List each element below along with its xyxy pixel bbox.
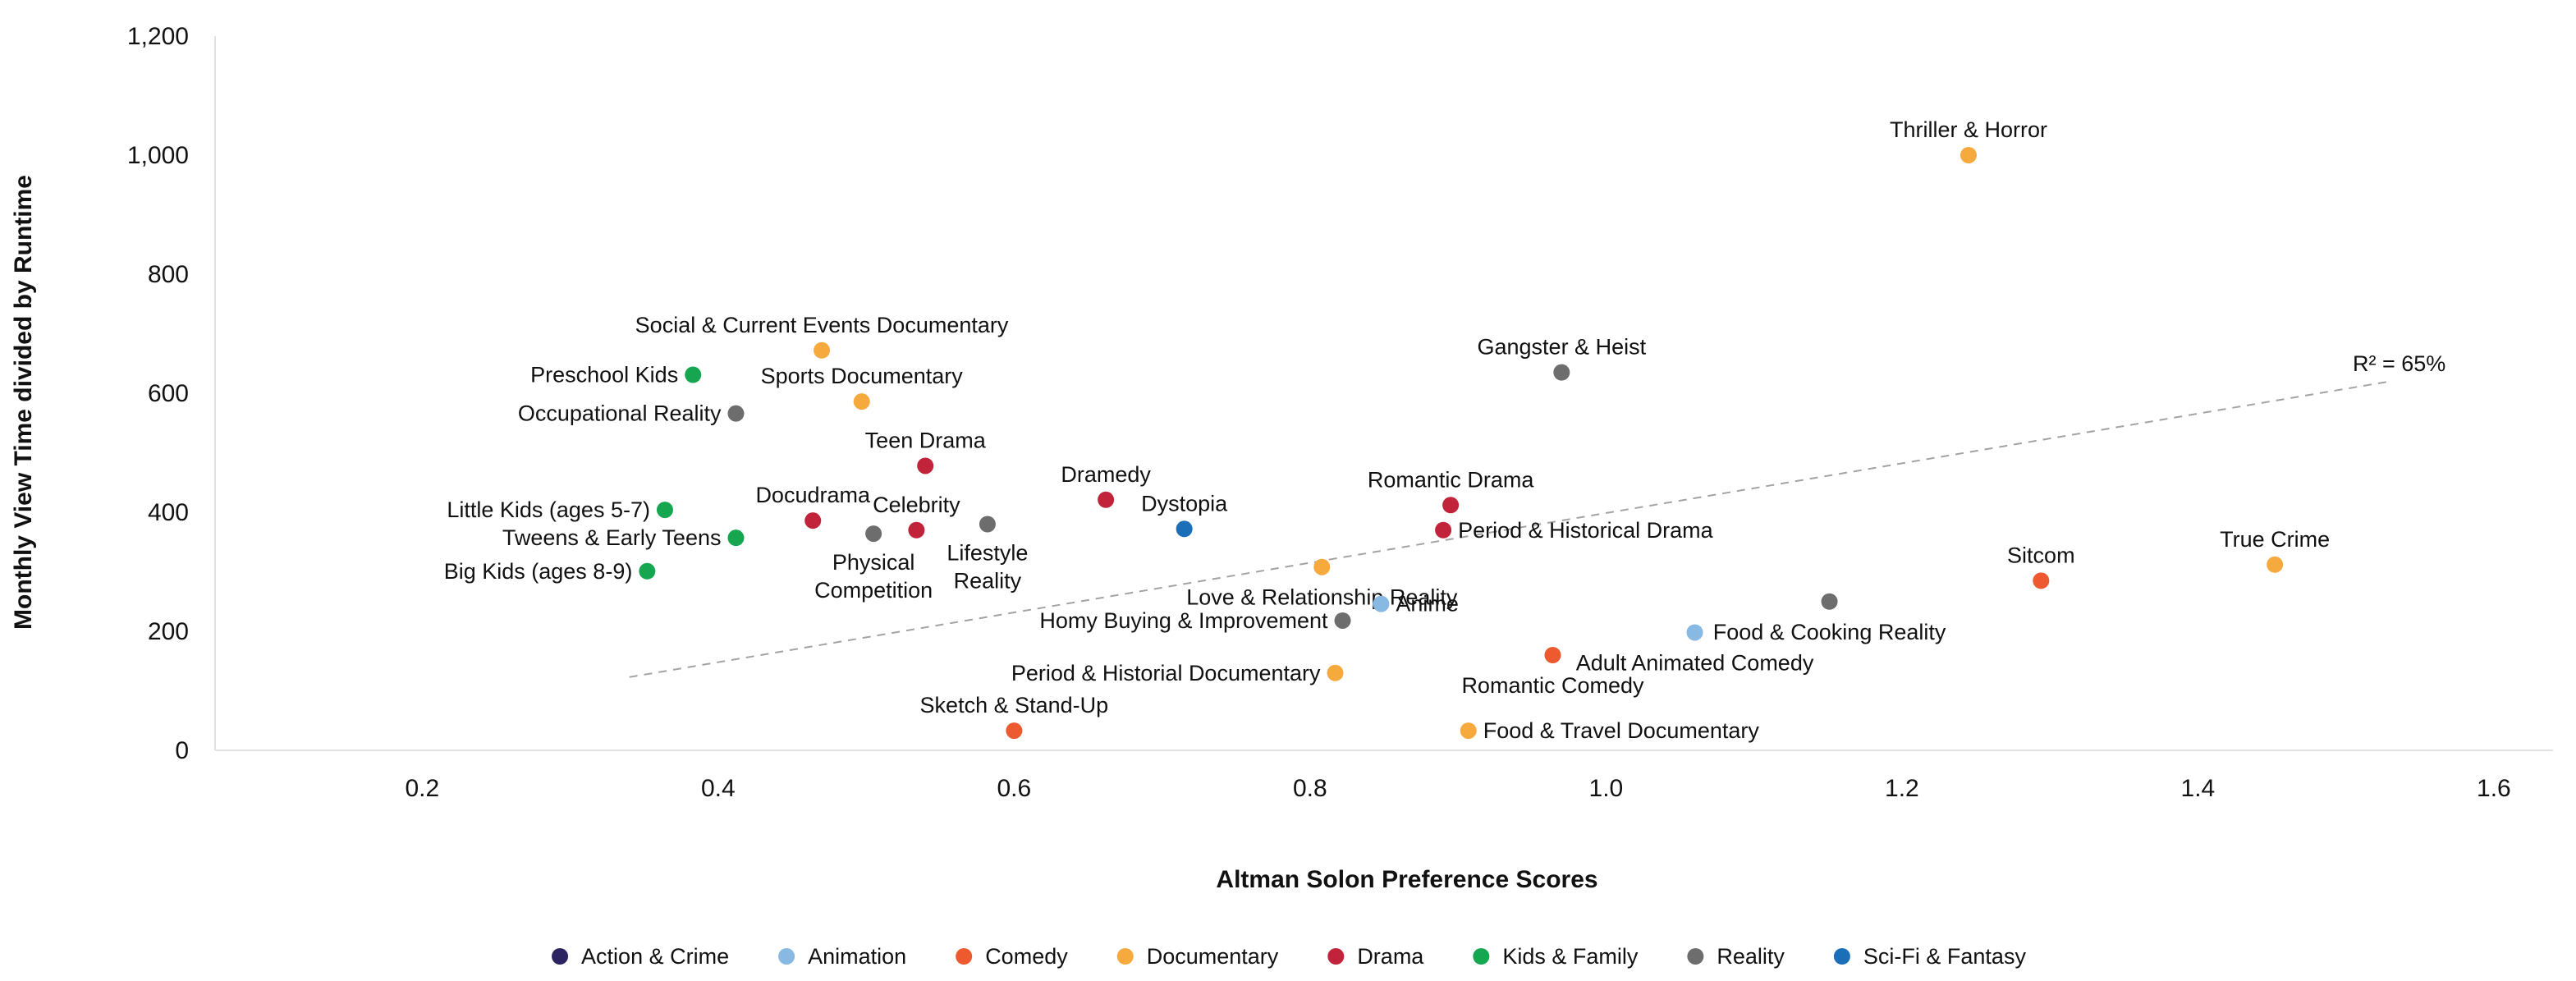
data-point <box>814 342 831 359</box>
y-tick-label: 600 <box>148 380 189 407</box>
legend-swatch <box>1327 948 1345 965</box>
r-squared-annotation: R² = 65% <box>2353 351 2445 376</box>
point-label: Period & Historial Documentary <box>1011 661 1321 685</box>
trendline <box>629 380 2390 678</box>
legend-swatch <box>1473 948 1490 965</box>
x-tick-label: 0.4 <box>701 775 736 802</box>
point-label: Little Kids (ages 5-7) <box>447 497 650 522</box>
data-point <box>639 562 656 580</box>
point-label: Gangster & Heist <box>1478 335 1647 360</box>
x-tick-label: 0.2 <box>405 775 439 802</box>
point-label: Food & Travel Documentary <box>1483 718 1760 743</box>
point-label: Lifestyle Reality <box>947 541 1028 594</box>
data-point <box>1006 722 1023 740</box>
legend-label: Action & Crime <box>581 944 729 969</box>
legend-label: Comedy <box>985 944 1068 969</box>
data-point <box>804 512 822 529</box>
point-label: Occupational Reality <box>518 401 722 426</box>
data-point <box>2033 572 2050 589</box>
point-label: Sketch & Stand-Up <box>920 693 1109 717</box>
x-tick-label: 1.4 <box>2181 775 2216 802</box>
data-point <box>2267 556 2284 573</box>
y-tick-label: 0 <box>175 737 189 764</box>
point-label: Celebrity <box>873 493 960 517</box>
data-point <box>1373 595 1390 612</box>
point-label: Thriller & Horror <box>1890 117 2047 142</box>
data-point <box>979 516 996 533</box>
legend-label: Kids & Family <box>1502 944 1639 969</box>
data-point <box>853 393 870 410</box>
point-label: Homy Buying & Improvement <box>1039 608 1328 633</box>
data-point <box>865 525 882 543</box>
y-tick-label: 200 <box>148 618 189 645</box>
point-label: Tweens & Early Teens <box>502 525 722 550</box>
x-tick-label: 0.6 <box>997 775 1032 802</box>
data-point <box>1176 520 1193 538</box>
data-point <box>1460 722 1477 740</box>
data-point <box>727 529 745 547</box>
point-label: Physical Competition <box>814 550 933 603</box>
y-tick-labels: 0 200 400 600 800 1,000 1,200 <box>127 23 189 764</box>
data-point <box>1553 364 1570 381</box>
x-tick-label: 1.2 <box>1885 775 1919 802</box>
x-tick-label: 1.0 <box>1589 775 1624 802</box>
legend-swatch <box>1833 948 1850 965</box>
x-tick-label: 0.8 <box>1293 775 1327 802</box>
point-label: Teen Drama <box>865 428 987 452</box>
point-label: Preschool Kids <box>530 363 678 387</box>
data-point <box>1435 521 1452 539</box>
point-label: Sports Documentary <box>761 364 964 388</box>
data-points: Thriller & Horror Social & Current Events… <box>444 117 2330 743</box>
data-point <box>917 457 934 474</box>
y-tick-label: 1,000 <box>127 142 189 169</box>
data-point <box>1442 497 1460 514</box>
point-label: Food & Cooking Reality <box>1713 620 1946 644</box>
legend-label: Reality <box>1717 944 1785 969</box>
point-label: True Crime <box>2220 527 2330 552</box>
legend: Action & Crime Animation Comedy Documentary… <box>552 944 2026 969</box>
y-tick-label: 1,200 <box>127 23 189 50</box>
point-label: Sitcom <box>2007 543 2075 567</box>
data-point <box>656 502 673 519</box>
data-point <box>1821 593 1838 610</box>
data-point <box>685 366 702 383</box>
legend-swatch <box>1116 948 1134 965</box>
point-label: Anime <box>1396 592 1459 617</box>
data-point <box>1327 664 1344 681</box>
axes <box>214 36 2553 751</box>
data-point <box>1098 491 1115 508</box>
legend-label: Animation <box>808 944 906 969</box>
point-label: Social & Current Events Documentary <box>635 313 1009 337</box>
point-label: Big Kids (ages 8-9) <box>444 559 633 584</box>
data-point <box>1686 624 1703 641</box>
point-label: Docudrama <box>755 483 871 507</box>
legend-swatch <box>778 948 795 965</box>
data-point <box>908 521 925 539</box>
point-label: Love & Relationship Reality <box>1186 585 1458 610</box>
x-tick-labels: 0.2 0.4 0.6 0.8 1.0 1.2 1.4 1.6 <box>405 775 2510 802</box>
point-label: Dramedy <box>1061 462 1151 487</box>
x-axis-title: Altman Solon Preference Scores <box>1216 866 1597 893</box>
y-tick-label: 800 <box>148 261 189 288</box>
legend-label: Documentary <box>1147 944 1279 969</box>
point-label: Adult Animated Comedy <box>1576 650 1814 675</box>
data-point <box>1313 558 1331 575</box>
point-label: Romantic Comedy <box>1461 673 1644 698</box>
y-axis-title: Monthly View Time divided by Runtime <box>10 175 37 630</box>
point-label: Dystopia <box>1141 491 1228 516</box>
legend-swatch <box>956 948 973 965</box>
legend-label: Drama <box>1357 944 1424 969</box>
data-point <box>1334 612 1351 629</box>
legend-label: Sci-Fi & Fantasy <box>1863 944 2027 969</box>
legend-swatch <box>1687 948 1704 965</box>
point-label: Romantic Drama <box>1368 467 1535 492</box>
x-tick-label: 1.6 <box>2477 775 2511 802</box>
legend-swatch <box>552 948 569 965</box>
y-tick-label: 400 <box>148 499 189 526</box>
data-point <box>1544 647 1561 663</box>
point-label: Period & Historical Drama <box>1458 518 1714 543</box>
data-point <box>1960 147 1977 163</box>
data-point <box>727 405 745 422</box>
